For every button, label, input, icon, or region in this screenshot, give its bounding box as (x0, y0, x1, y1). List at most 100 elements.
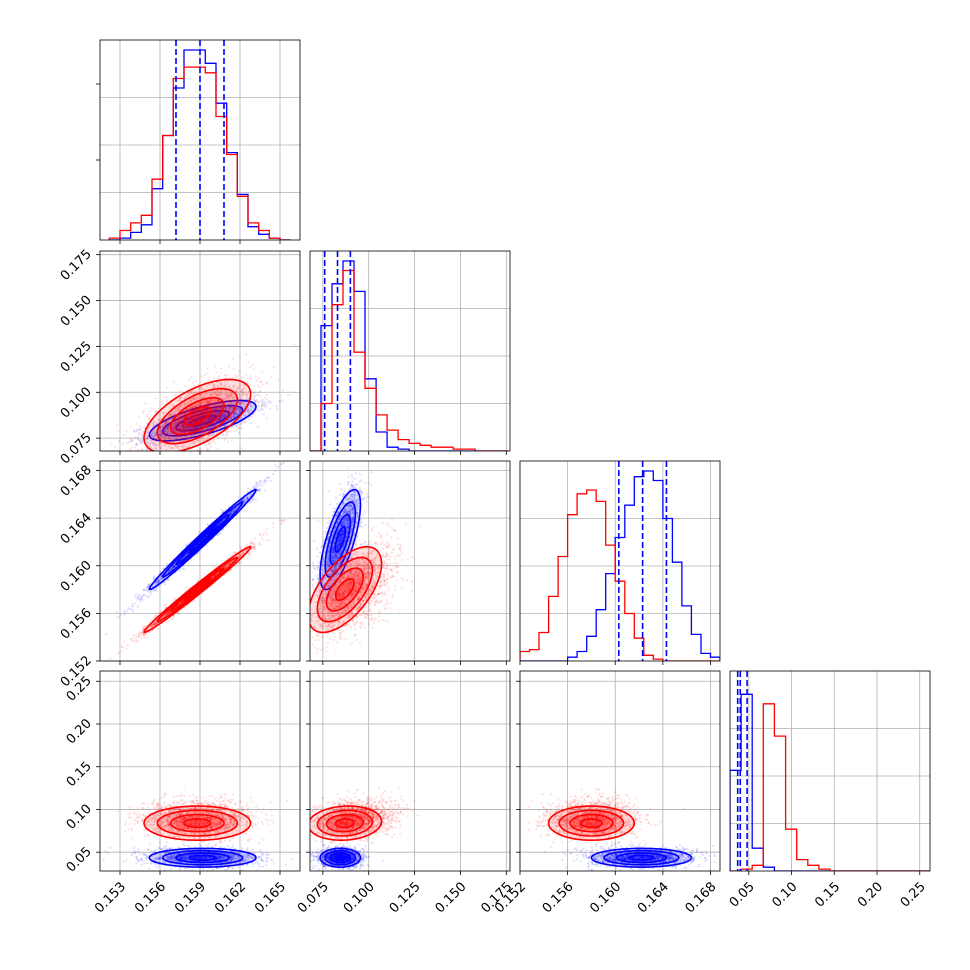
blue-point (199, 411, 202, 414)
blue-point (219, 415, 223, 418)
blue-point (215, 408, 218, 411)
blue-point (258, 483, 261, 486)
blue-point (218, 411, 221, 414)
blue-point (118, 615, 121, 618)
blue-point (132, 429, 136, 432)
blue-point (267, 401, 270, 404)
blue-point (166, 426, 169, 430)
blue-point (193, 413, 197, 416)
blue-point (140, 442, 143, 445)
y-tick-label: 0.150 (58, 293, 95, 330)
red-point (251, 363, 254, 367)
blue-point (178, 427, 181, 430)
blue-point (239, 409, 242, 412)
blue-point (182, 428, 185, 431)
blue-point (247, 417, 251, 421)
red-point (146, 413, 149, 416)
blue-point (171, 436, 174, 439)
blue-point (219, 407, 223, 410)
blue-point (230, 408, 233, 411)
blue-point (172, 425, 175, 428)
blue-point (94, 445, 96, 447)
blue-point (218, 418, 222, 421)
blue-point (218, 418, 221, 421)
blue-point (187, 428, 190, 431)
blue-point (185, 427, 189, 430)
blue-point (218, 417, 222, 420)
blue-point (289, 456, 291, 458)
blue-point (137, 428, 140, 431)
blue-point (239, 423, 243, 426)
blue-point (233, 412, 236, 415)
blue-point (234, 410, 237, 413)
red-point (156, 464, 158, 466)
blue-point (219, 417, 222, 421)
red-point (146, 415, 149, 418)
blue-point (183, 427, 186, 430)
red-point (266, 382, 269, 385)
blue-point (166, 425, 170, 428)
blue-point (204, 409, 207, 412)
red-point (153, 456, 155, 458)
red-point (129, 458, 131, 460)
red-point (237, 369, 240, 372)
blue-point (210, 417, 214, 420)
blue-point (182, 424, 185, 427)
red-point (181, 451, 183, 453)
red-point (263, 403, 266, 406)
red-point (259, 386, 262, 389)
blue-point (163, 424, 166, 427)
blue-point (217, 418, 221, 421)
red-point (180, 452, 182, 454)
blue-point (116, 458, 118, 460)
blue-point (173, 409, 177, 412)
blue-point (209, 418, 212, 421)
blue-point (166, 432, 169, 435)
blue-point (131, 602, 134, 605)
blue-point (181, 422, 184, 425)
blue-point (119, 613, 122, 616)
red-point (217, 447, 220, 450)
blue-point (123, 611, 126, 614)
blue-point (222, 412, 225, 416)
blue-point (163, 435, 166, 438)
red-point (206, 371, 209, 375)
blue-point (212, 412, 215, 415)
blue-point (223, 413, 227, 416)
red-point (165, 400, 169, 404)
blue-point (159, 430, 162, 433)
blue-point (215, 408, 218, 411)
blue-point (222, 433, 225, 436)
blue-point (161, 424, 164, 427)
blue-point (123, 613, 126, 617)
blue-point (232, 412, 235, 415)
blue-point (260, 404, 264, 407)
blue-point (213, 408, 216, 411)
blue-point (279, 400, 282, 403)
blue-point (158, 433, 161, 436)
blue-point (213, 408, 216, 411)
blue-point (180, 427, 183, 430)
blue-point (238, 410, 242, 414)
red-point (173, 455, 175, 457)
blue-point (183, 412, 186, 415)
blue-point (238, 393, 241, 396)
blue-point (167, 436, 171, 439)
blue-point (220, 407, 223, 410)
red-point (260, 381, 263, 384)
blue-point (182, 424, 185, 428)
blue-point (264, 397, 267, 400)
red-point (182, 455, 184, 457)
blue-point (185, 408, 189, 411)
blue-point (232, 401, 236, 404)
blue-point (192, 413, 195, 416)
blue-point (215, 413, 218, 416)
blue-point (208, 416, 211, 419)
blue-point (173, 430, 176, 433)
red-point (230, 439, 234, 442)
blue-point (255, 483, 258, 486)
blue-point (230, 393, 233, 396)
blue-point (206, 418, 209, 421)
blue-point (236, 406, 240, 410)
blue-point (159, 434, 162, 437)
